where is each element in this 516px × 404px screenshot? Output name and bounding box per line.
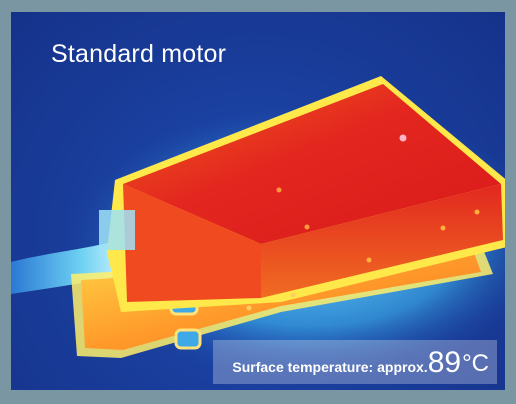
image-title: Standard motor <box>51 40 227 68</box>
mount-hole <box>174 328 202 350</box>
temperature-value: 89 <box>427 346 462 379</box>
motor-side <box>123 184 261 302</box>
temperature-unit: °C <box>462 350 489 377</box>
hot-spot <box>366 257 372 263</box>
thermal-scene <box>11 76 505 382</box>
connector <box>99 210 135 250</box>
hot-spot <box>399 134 407 142</box>
motor-top <box>123 84 501 244</box>
hot-spot <box>276 187 282 193</box>
hot-spot <box>304 224 310 230</box>
hot-spot <box>246 305 252 311</box>
hot-spot <box>290 292 296 298</box>
hot-spot <box>440 225 446 231</box>
temperature-label: Surface temperature: approx. <box>232 359 428 375</box>
hot-spot <box>474 209 480 215</box>
temperature-caption: Surface temperature: approx. 89 °C <box>213 340 497 384</box>
motor-front <box>261 184 503 298</box>
cable <box>11 240 129 294</box>
thermal-image: Standard motor Surface temperature: appr… <box>11 12 505 390</box>
